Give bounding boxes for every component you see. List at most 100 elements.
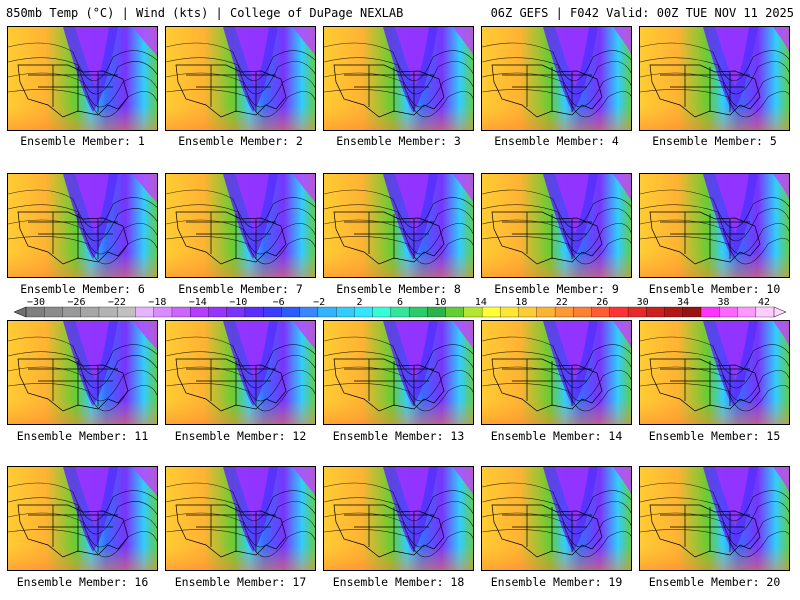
- ensemble-member-caption: Ensemble Member: 9: [494, 282, 619, 296]
- ensemble-member-map: [481, 173, 632, 278]
- ensemble-member-caption: Ensemble Member: 18: [332, 575, 465, 589]
- colorbar-swatch: [646, 306, 665, 318]
- colorbar-swatch: [481, 306, 501, 318]
- colorbar-swatch: [335, 306, 355, 318]
- colorbar-tick-label: −26: [67, 297, 86, 308]
- temperature-colorbar: [14, 306, 786, 318]
- colorbar-swatch: [208, 306, 228, 318]
- colorbar-tick-label: −14: [188, 297, 207, 308]
- ensemble-member-caption: Ensemble Member: 10: [648, 282, 781, 296]
- ensemble-member-map: [165, 466, 316, 571]
- ensemble-member-caption: Ensemble Member: 8: [336, 282, 461, 296]
- colorbar-swatch: [317, 306, 337, 318]
- colorbar-swatch: [299, 306, 319, 318]
- colorbar-swatch: [244, 306, 264, 318]
- ensemble-member-map: [165, 26, 316, 131]
- colorbar-swatch: [390, 306, 410, 318]
- colorbar-right-arrow: [773, 306, 786, 318]
- colorbar-swatch: [372, 306, 392, 318]
- ensemble-member-caption: Ensemble Member: 6: [20, 282, 145, 296]
- ensemble-member-caption: Ensemble Member: 3: [336, 134, 461, 148]
- ensemble-member-caption: Ensemble Member: 17: [174, 575, 307, 589]
- ensemble-member-map: [639, 320, 790, 425]
- colorbar-swatch: [700, 306, 720, 318]
- ensemble-member-caption: Ensemble Member: 5: [652, 134, 777, 148]
- colorbar-swatch: [226, 306, 246, 318]
- colorbar-tick-label: 34: [677, 297, 690, 308]
- ensemble-member-map: [639, 26, 790, 131]
- colorbar-swatch: [25, 306, 45, 318]
- colorbar-swatch: [354, 306, 373, 318]
- ensemble-member-map: [7, 466, 158, 571]
- colorbar-swatch: [500, 306, 519, 318]
- ensemble-member-caption: Ensemble Member: 1: [20, 134, 145, 148]
- colorbar-tick-label: 6: [396, 297, 404, 308]
- ensemble-member-map: [323, 320, 474, 425]
- colorbar-left-arrow: [14, 306, 27, 318]
- chart-title: 850mb Temp (°C) | Wind (kts) | College o…: [6, 6, 404, 20]
- ensemble-member-caption: Ensemble Member: 14: [490, 429, 623, 443]
- colorbar-swatch: [190, 306, 209, 318]
- ensemble-member-caption: Ensemble Member: 2: [178, 134, 303, 148]
- ensemble-member-map: [639, 173, 790, 278]
- colorbar-swatch: [263, 306, 282, 318]
- colorbar-swatch: [719, 306, 738, 318]
- colorbar-tick-label: 10: [434, 297, 447, 308]
- colorbar-swatch: [682, 306, 702, 318]
- ensemble-member-map: [323, 173, 474, 278]
- colorbar-swatch: [554, 306, 574, 318]
- ensemble-member-caption: Ensemble Member: 13: [332, 429, 465, 443]
- colorbar-swatch: [62, 306, 82, 318]
- ensemble-member-map: [323, 26, 474, 131]
- colorbar-tick-label: −22: [107, 297, 126, 308]
- ensemble-member-map: [7, 320, 158, 425]
- colorbar-swatch: [408, 306, 428, 318]
- ensemble-member-map: [481, 26, 632, 131]
- colorbar-swatch: [609, 306, 629, 318]
- colorbar-swatch: [98, 306, 118, 318]
- colorbar-swatch: [281, 306, 301, 318]
- ensemble-member-map: [481, 320, 632, 425]
- ensemble-member-map: [639, 466, 790, 571]
- colorbar-tick-label: 22: [555, 297, 568, 308]
- colorbar-swatch: [44, 306, 63, 318]
- ensemble-member-caption: Ensemble Member: 12: [174, 429, 307, 443]
- colorbar-swatch: [737, 306, 757, 318]
- ensemble-member-map: [7, 173, 158, 278]
- colorbar-swatch: [518, 306, 538, 318]
- colorbar-swatch: [153, 306, 173, 318]
- colorbar-swatch: [627, 306, 647, 318]
- ensemble-member-caption: Ensemble Member: 4: [494, 134, 619, 148]
- colorbar-swatch: [80, 306, 100, 318]
- ensemble-member-caption: Ensemble Member: 11: [16, 429, 149, 443]
- colorbar-tick-label: −30: [26, 297, 46, 308]
- colorbar-tick-label: −10: [229, 297, 248, 308]
- colorbar-tick-label: 26: [596, 297, 609, 308]
- ensemble-member-map: [165, 173, 316, 278]
- colorbar-swatch: [664, 306, 684, 318]
- colorbar-swatch: [463, 306, 483, 318]
- colorbar-swatch: [171, 306, 191, 318]
- colorbar-tick-label: 2: [356, 297, 363, 308]
- colorbar-swatch: [427, 306, 446, 318]
- colorbar-tick-label: 42: [757, 297, 771, 308]
- ensemble-member-map: [481, 466, 632, 571]
- colorbar-tick-label: 14: [474, 297, 487, 308]
- colorbar-tick-label: −2: [313, 297, 326, 308]
- colorbar-swatch: [755, 306, 775, 318]
- colorbar-tick-label: 30: [636, 297, 649, 308]
- colorbar-swatch: [573, 306, 592, 318]
- colorbar-tick-label: −18: [148, 297, 167, 308]
- colorbar-swatch: [445, 306, 465, 318]
- colorbar-tick-label: −6: [272, 297, 285, 308]
- ensemble-member-map: [7, 26, 158, 131]
- colorbar-swatch: [591, 306, 611, 318]
- model-run-info: 06Z GEFS | F042 Valid: 00Z TUE NOV 11 20…: [490, 6, 794, 20]
- ensemble-member-caption: Ensemble Member: 16: [16, 575, 149, 589]
- ensemble-member-caption: Ensemble Member: 19: [490, 575, 623, 589]
- ensemble-member-caption: Ensemble Member: 15: [648, 429, 781, 443]
- colorbar-swatch: [117, 306, 136, 318]
- colorbar-tick-label: 18: [515, 297, 528, 308]
- ensemble-member-caption: Ensemble Member: 7: [178, 282, 303, 296]
- ensemble-member-map: [165, 320, 316, 425]
